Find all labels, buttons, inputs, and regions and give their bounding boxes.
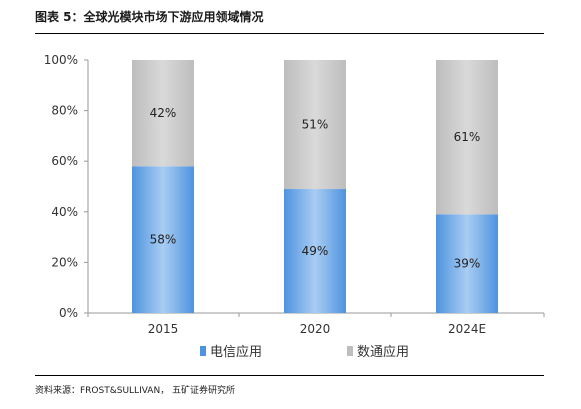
legend-label-telecom: 电信应用 xyxy=(210,344,262,360)
bar-segment-datacom xyxy=(132,60,194,167)
data-label: 51% xyxy=(302,118,329,132)
y-tick-label: 100% xyxy=(44,53,78,67)
data-label: 49% xyxy=(302,244,329,258)
data-label: 58% xyxy=(150,233,177,247)
y-tick-label: 60% xyxy=(51,154,78,168)
source-note: 资料来源：FROST&SULLIVAN， 五矿证券研究所 xyxy=(35,386,236,396)
data-label: 39% xyxy=(454,257,481,271)
bar-segment-telecom xyxy=(436,214,498,313)
data-label: 42% xyxy=(150,106,177,120)
chart-axes: 0% 20% 40% 60% 80% 100% 2015 2020 2024E xyxy=(44,53,545,336)
data-label: 61% xyxy=(454,130,481,144)
chart-data-labels: 58% 42% 49% 51% 39% 61% xyxy=(150,106,481,271)
y-tick-label: 0% xyxy=(59,306,78,320)
y-tick-label: 20% xyxy=(51,255,78,269)
legend-label-datacom: 数通应用 xyxy=(357,344,409,360)
title-divider xyxy=(35,33,544,34)
bar-segment-telecom xyxy=(284,189,346,313)
legend-swatch-telecom xyxy=(200,346,206,356)
bar-segment-telecom xyxy=(132,166,194,313)
legend-swatch-datacom xyxy=(347,346,353,356)
bar-segment-datacom xyxy=(284,60,346,190)
y-tick-label: 80% xyxy=(51,104,78,118)
x-tick-label: 2015 xyxy=(148,322,179,336)
figure-title: 图表 5：全球光模块市场下游应用领域情况 xyxy=(35,10,264,24)
x-tick-label: 2024E xyxy=(448,322,486,336)
chart-bars xyxy=(132,60,498,313)
bar-segment-datacom xyxy=(436,60,498,215)
x-tick-label: 2020 xyxy=(300,322,331,336)
footer-divider xyxy=(35,375,544,376)
chart-legend: 电信应用 数通应用 xyxy=(200,344,409,360)
y-tick-label: 40% xyxy=(51,205,78,219)
